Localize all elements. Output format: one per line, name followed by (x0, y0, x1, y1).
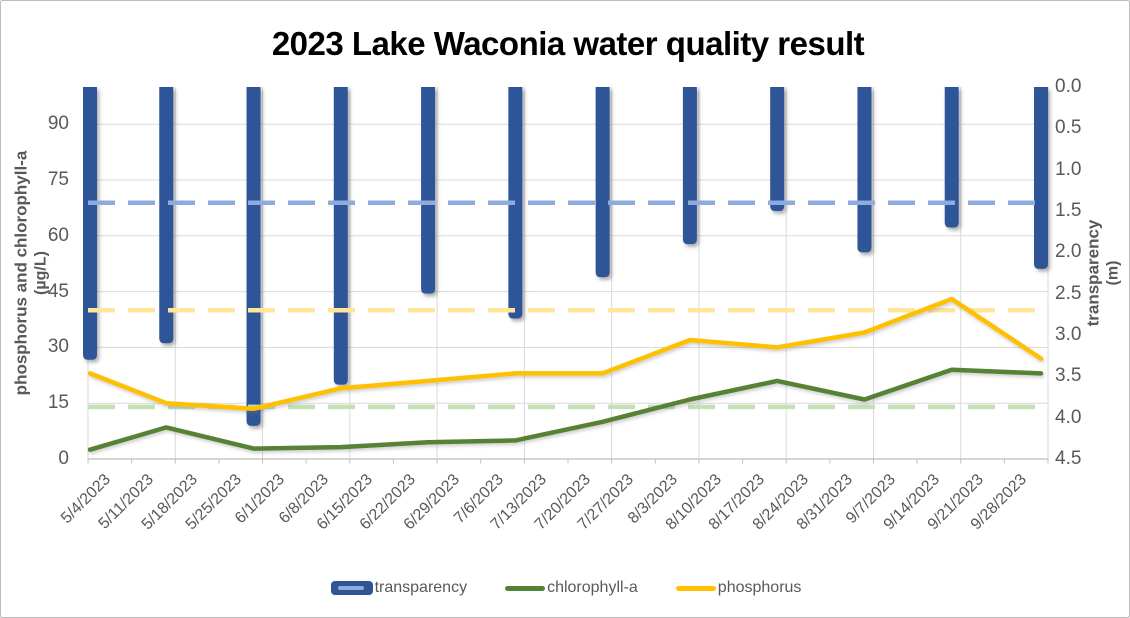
transparency-bar[interactable]: 2 (857, 87, 872, 253)
right-axis-tick-label: 2.5 (1055, 282, 1082, 304)
right-axis-tick-label: 1.5 (1055, 200, 1082, 221)
right-axis-title: transparency (m) (1084, 220, 1123, 327)
transparency-bar[interactable]: 3.6 (333, 87, 348, 385)
legend-bar-swatch (330, 581, 373, 595)
right-axis-tick-label: 0.0 (1055, 76, 1082, 97)
left-axis-tick-label: 15 (47, 392, 69, 414)
legend-label: chlorophyll-a (547, 579, 638, 596)
right-axis-tick-label: 3.5 (1055, 365, 1082, 387)
legend-line-swatch (505, 585, 546, 591)
right-axis-tick-label: 2.0 (1055, 241, 1082, 263)
legend-label: transparency (374, 579, 468, 596)
transparency-bar[interactable]: 3.3 (83, 87, 97, 360)
legend-item-chlorophyll-a[interactable]: chlorophyll-a (505, 579, 638, 597)
transparency-bar[interactable]: 2.5 (421, 87, 436, 294)
right-axis-tick-label: 4.5 (1055, 448, 1082, 469)
transparency-bar[interactable]: 2.2 (1034, 87, 1048, 269)
transparency-bar[interactable]: 1.7 (944, 87, 959, 228)
left-axis-tick-label: 60 (47, 224, 69, 246)
transparency-bar[interactable]: 2.8 (508, 87, 523, 319)
right-axis-tick-label: 4.0 (1055, 406, 1082, 428)
phosphorus-line[interactable] (87, 296, 1044, 412)
legend-item-transparency[interactable]: transparency (330, 579, 468, 597)
transparency-bar[interactable]: 1.5 (770, 87, 785, 211)
left-axis-tick-label: 30 (47, 336, 69, 358)
left-axis-tick-label: 0 (58, 448, 69, 469)
left-axis-tick-label: 45 (47, 280, 69, 302)
right-axis-unit: (m) (1104, 260, 1122, 286)
left-axis-tick-label: 90 (47, 113, 69, 135)
legend-bar-swatch-line (337, 586, 364, 590)
legend-item-phosphorus[interactable]: phosphorus (675, 579, 802, 597)
chart-title: 2023 Lake Waconia water quality result (271, 25, 865, 62)
right-axis-title-text: transparency (1083, 219, 1103, 327)
legend-label: phosphorus (717, 579, 802, 596)
transparency-bar[interactable]: 2.3 (595, 87, 610, 278)
transparency-bar[interactable]: 1.9 (682, 87, 697, 245)
right-axis-tick-label: 0.5 (1055, 117, 1082, 139)
transparency-bar[interactable]: 4.1 (246, 87, 261, 426)
left-axis-tick-label: 75 (47, 169, 69, 190)
right-axis-tick-label: 1.0 (1055, 158, 1082, 180)
chlorophyll-a-line[interactable] (87, 367, 1044, 452)
legend-line-swatch (675, 585, 716, 591)
legend: transparency chlorophyll-a phosphorus (1, 575, 1129, 601)
transparency-bar[interactable]: 3.1 (159, 87, 174, 344)
right-axis-tick-label: 3.0 (1055, 324, 1082, 345)
